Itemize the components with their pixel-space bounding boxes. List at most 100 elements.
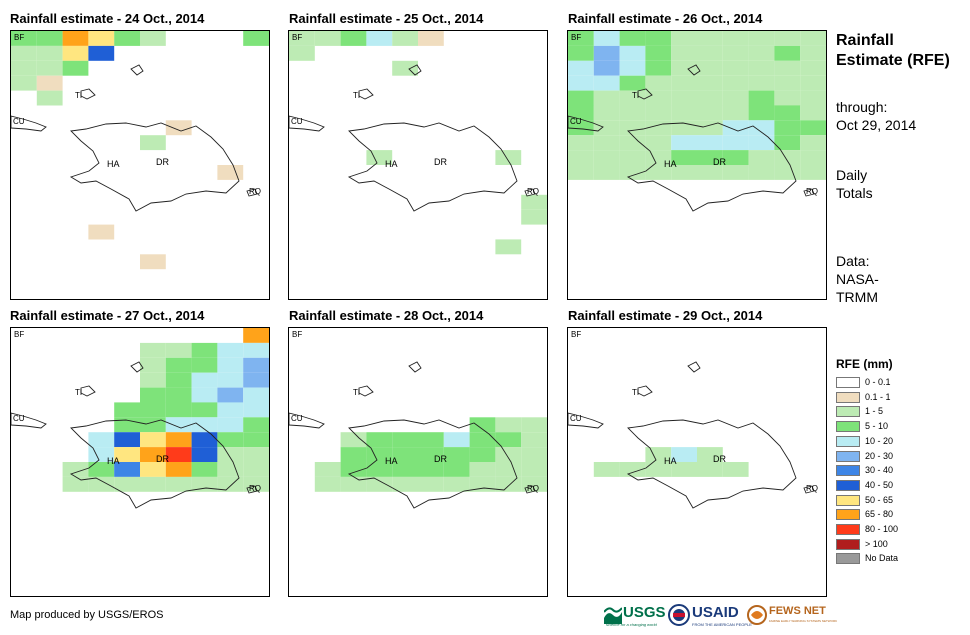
legend-label: 0.1 - 1 — [865, 391, 891, 402]
rainfall-map: BF TI CU HA DR RQ — [288, 327, 548, 597]
legend-label: 50 - 65 — [865, 494, 894, 505]
rain-cell — [619, 105, 646, 121]
island-outline — [358, 385, 374, 397]
legend-label: 1 - 5 — [865, 406, 884, 417]
place-label-rq: RQ — [806, 187, 818, 196]
panel-title: Rainfall estimate - 29 Oct., 2014 — [568, 308, 763, 323]
island-outline — [246, 188, 258, 197]
usaid-seal-icon — [668, 604, 690, 626]
place-label-dr: DR — [156, 454, 169, 464]
rain-cell — [521, 209, 547, 225]
place-label-dr: DR — [434, 454, 447, 464]
rainfall-map: BF TI CU HA DR RQ — [10, 30, 270, 300]
rain-cell — [722, 462, 749, 477]
rain-cell — [165, 447, 192, 462]
rain-cell — [645, 60, 672, 76]
rain-cell — [469, 447, 496, 462]
rain-cell — [774, 135, 801, 151]
rain-cell — [443, 447, 470, 462]
rain-cell — [671, 150, 697, 165]
rain-cell — [418, 447, 444, 462]
rain-cell — [568, 60, 594, 76]
island-outline — [347, 122, 518, 212]
legend-swatch — [836, 465, 860, 477]
rain-cell — [568, 105, 594, 121]
rainfall-map: BF TI CU HA DR RQ — [10, 327, 270, 597]
legend-swatch — [836, 406, 860, 418]
island-outline — [626, 122, 797, 212]
rain-cell — [593, 45, 620, 61]
rainfall-map: BF TI CU HA DR RQ — [288, 30, 548, 300]
legend-swatch — [836, 494, 860, 506]
place-label-rq: RQ — [527, 187, 539, 196]
rain-cell — [495, 150, 522, 165]
rain-cell — [36, 60, 63, 76]
rain-cell — [774, 60, 801, 76]
rain-cell — [418, 476, 444, 492]
rain-cell — [418, 432, 444, 448]
rain-cell — [495, 417, 522, 433]
map-svg — [568, 361, 815, 509]
rain-cell — [645, 45, 672, 61]
place-label-dr: DR — [713, 157, 726, 167]
rain-cell — [418, 31, 444, 46]
rain-cell — [671, 165, 697, 180]
island-outline — [11, 115, 47, 132]
rain-cell — [165, 387, 192, 403]
rain-cell — [645, 165, 672, 180]
island-outline — [687, 361, 701, 373]
rain-cell — [340, 476, 367, 492]
rain-cell — [593, 31, 620, 46]
fewsnet-tagline: FAMINE EARLY WARNING SYSTEMS NETWORK — [769, 619, 838, 623]
data-label: Data: — [836, 253, 870, 269]
rain-cell — [191, 447, 218, 462]
place-label-cu: CU — [291, 414, 303, 423]
rain-cell — [140, 432, 166, 448]
rain-cell — [243, 357, 269, 373]
island-outline — [803, 485, 815, 494]
rain-cell — [568, 150, 594, 165]
place-label-cu: CU — [13, 117, 25, 126]
usgs-tagline: science for a changing world — [606, 622, 657, 627]
data-source: NASA-TRMM — [836, 271, 879, 305]
rain-cell — [392, 60, 418, 76]
rain-cell — [88, 476, 115, 492]
island-outline — [11, 412, 47, 429]
rain-cell — [140, 372, 166, 388]
island-outline — [69, 419, 240, 509]
fewsnet-logo: FEWS NET FAMINE EARLY WARNING SYSTEMS NE… — [747, 604, 837, 628]
map-svg — [568, 31, 826, 212]
rain-cell — [62, 462, 89, 477]
rain-cell — [495, 462, 522, 477]
usgs-logo: USGS science for a changing world — [604, 604, 666, 628]
legend-swatch — [836, 509, 860, 521]
rain-cell — [165, 402, 192, 418]
rain-cell — [62, 476, 89, 492]
place-label-bf: BF — [14, 33, 25, 42]
island-outline — [69, 122, 240, 212]
place-label-ti: TI — [632, 91, 640, 100]
legend-swatch — [836, 553, 860, 565]
rain-cell — [800, 75, 826, 91]
rain-cell — [114, 417, 140, 433]
rain-cell — [140, 135, 166, 151]
place-label-rq: RQ — [806, 484, 818, 493]
legend-label: 20 - 30 — [865, 450, 894, 461]
legend-swatch — [836, 450, 860, 462]
rain-cell — [217, 402, 244, 418]
rain-cell — [140, 462, 166, 477]
rain-cell — [748, 45, 775, 61]
rain-cell — [774, 45, 801, 61]
map-svg — [11, 31, 269, 270]
rain-cell — [165, 417, 192, 433]
rain-cell — [671, 447, 697, 462]
legend-swatch — [836, 377, 860, 388]
rain-cell — [243, 447, 269, 462]
rain-cell — [800, 45, 826, 61]
island-outline — [408, 361, 422, 373]
rain-cell — [217, 357, 244, 373]
rain-cell — [568, 165, 594, 180]
rain-cell — [217, 447, 244, 462]
rain-cell — [619, 60, 646, 76]
rain-cell — [774, 150, 801, 165]
